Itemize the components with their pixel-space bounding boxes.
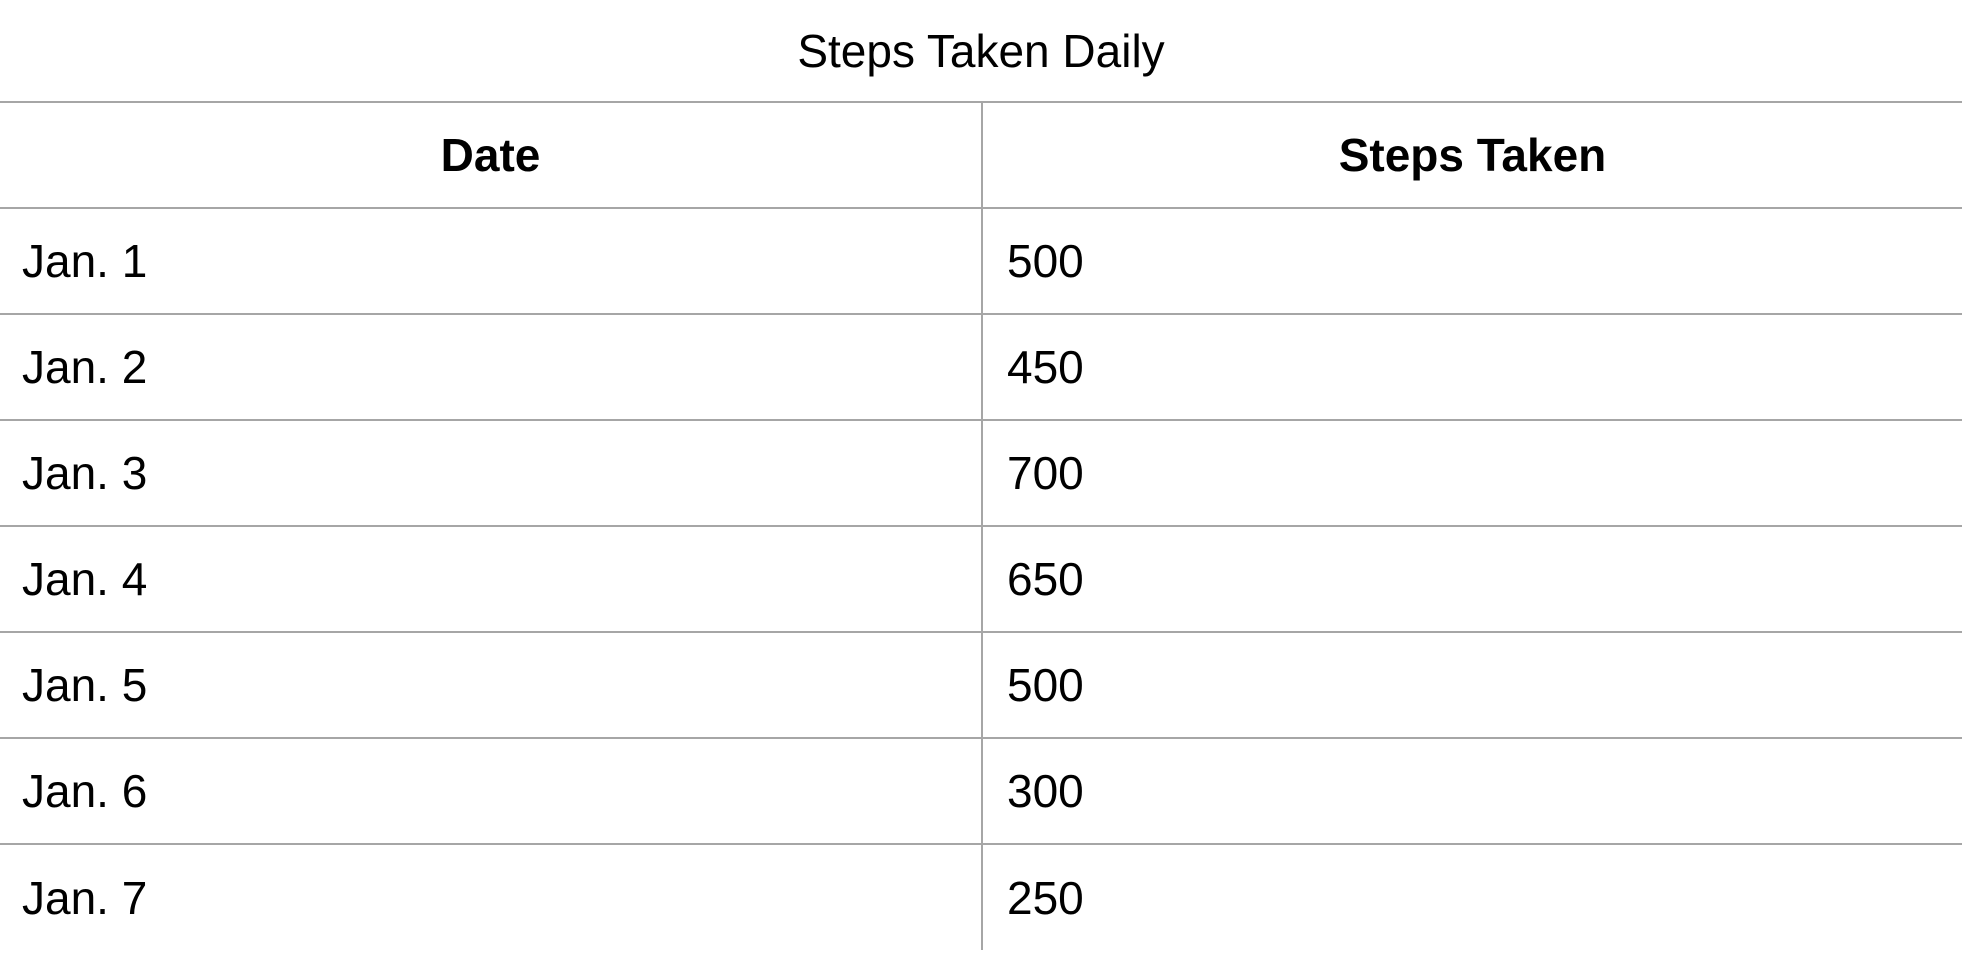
cell-steps-taken: 300 [982,737,1962,845]
cell-steps-taken: 450 [982,313,1962,421]
cell-date: Jan. 4 [0,525,983,633]
table-body: Jan. 1 500 Jan. 2 450 Jan. 3 700 Jan. 4 650 Jan.… [0,207,1962,950]
cell-date: Jan. 3 [0,419,983,527]
cell-date: Jan. 2 [0,313,983,421]
table-row: Jan. 3 700 [0,419,1962,527]
cell-steps-taken: 650 [982,525,1962,633]
cell-date: Jan. 5 [0,631,983,739]
cell-date: Jan. 7 [0,843,983,950]
cell-steps-taken: 700 [982,419,1962,527]
cell-date: Jan. 6 [0,737,983,845]
table-title: Steps Taken Daily [797,25,1165,77]
steps-table: Date Steps Taken Jan. 1 500 Jan. 2 450 Jan. … [0,101,1962,950]
column-header-date: Date [0,101,983,209]
table-row: Jan. 4 650 [0,525,1962,633]
table-row: Jan. 6 300 [0,737,1962,845]
table-row: Jan. 1 500 [0,207,1962,315]
table-row: Jan. 7 250 [0,843,1962,950]
cell-steps-taken: 250 [982,843,1962,950]
table-header-row: Date Steps Taken [0,101,1962,209]
table-row: Jan. 5 500 [0,631,1962,739]
cell-steps-taken: 500 [982,631,1962,739]
table-row: Jan. 2 450 [0,313,1962,421]
column-header-steps-taken: Steps Taken [982,101,1962,209]
cell-date: Jan. 1 [0,207,983,315]
cell-steps-taken: 500 [982,207,1962,315]
